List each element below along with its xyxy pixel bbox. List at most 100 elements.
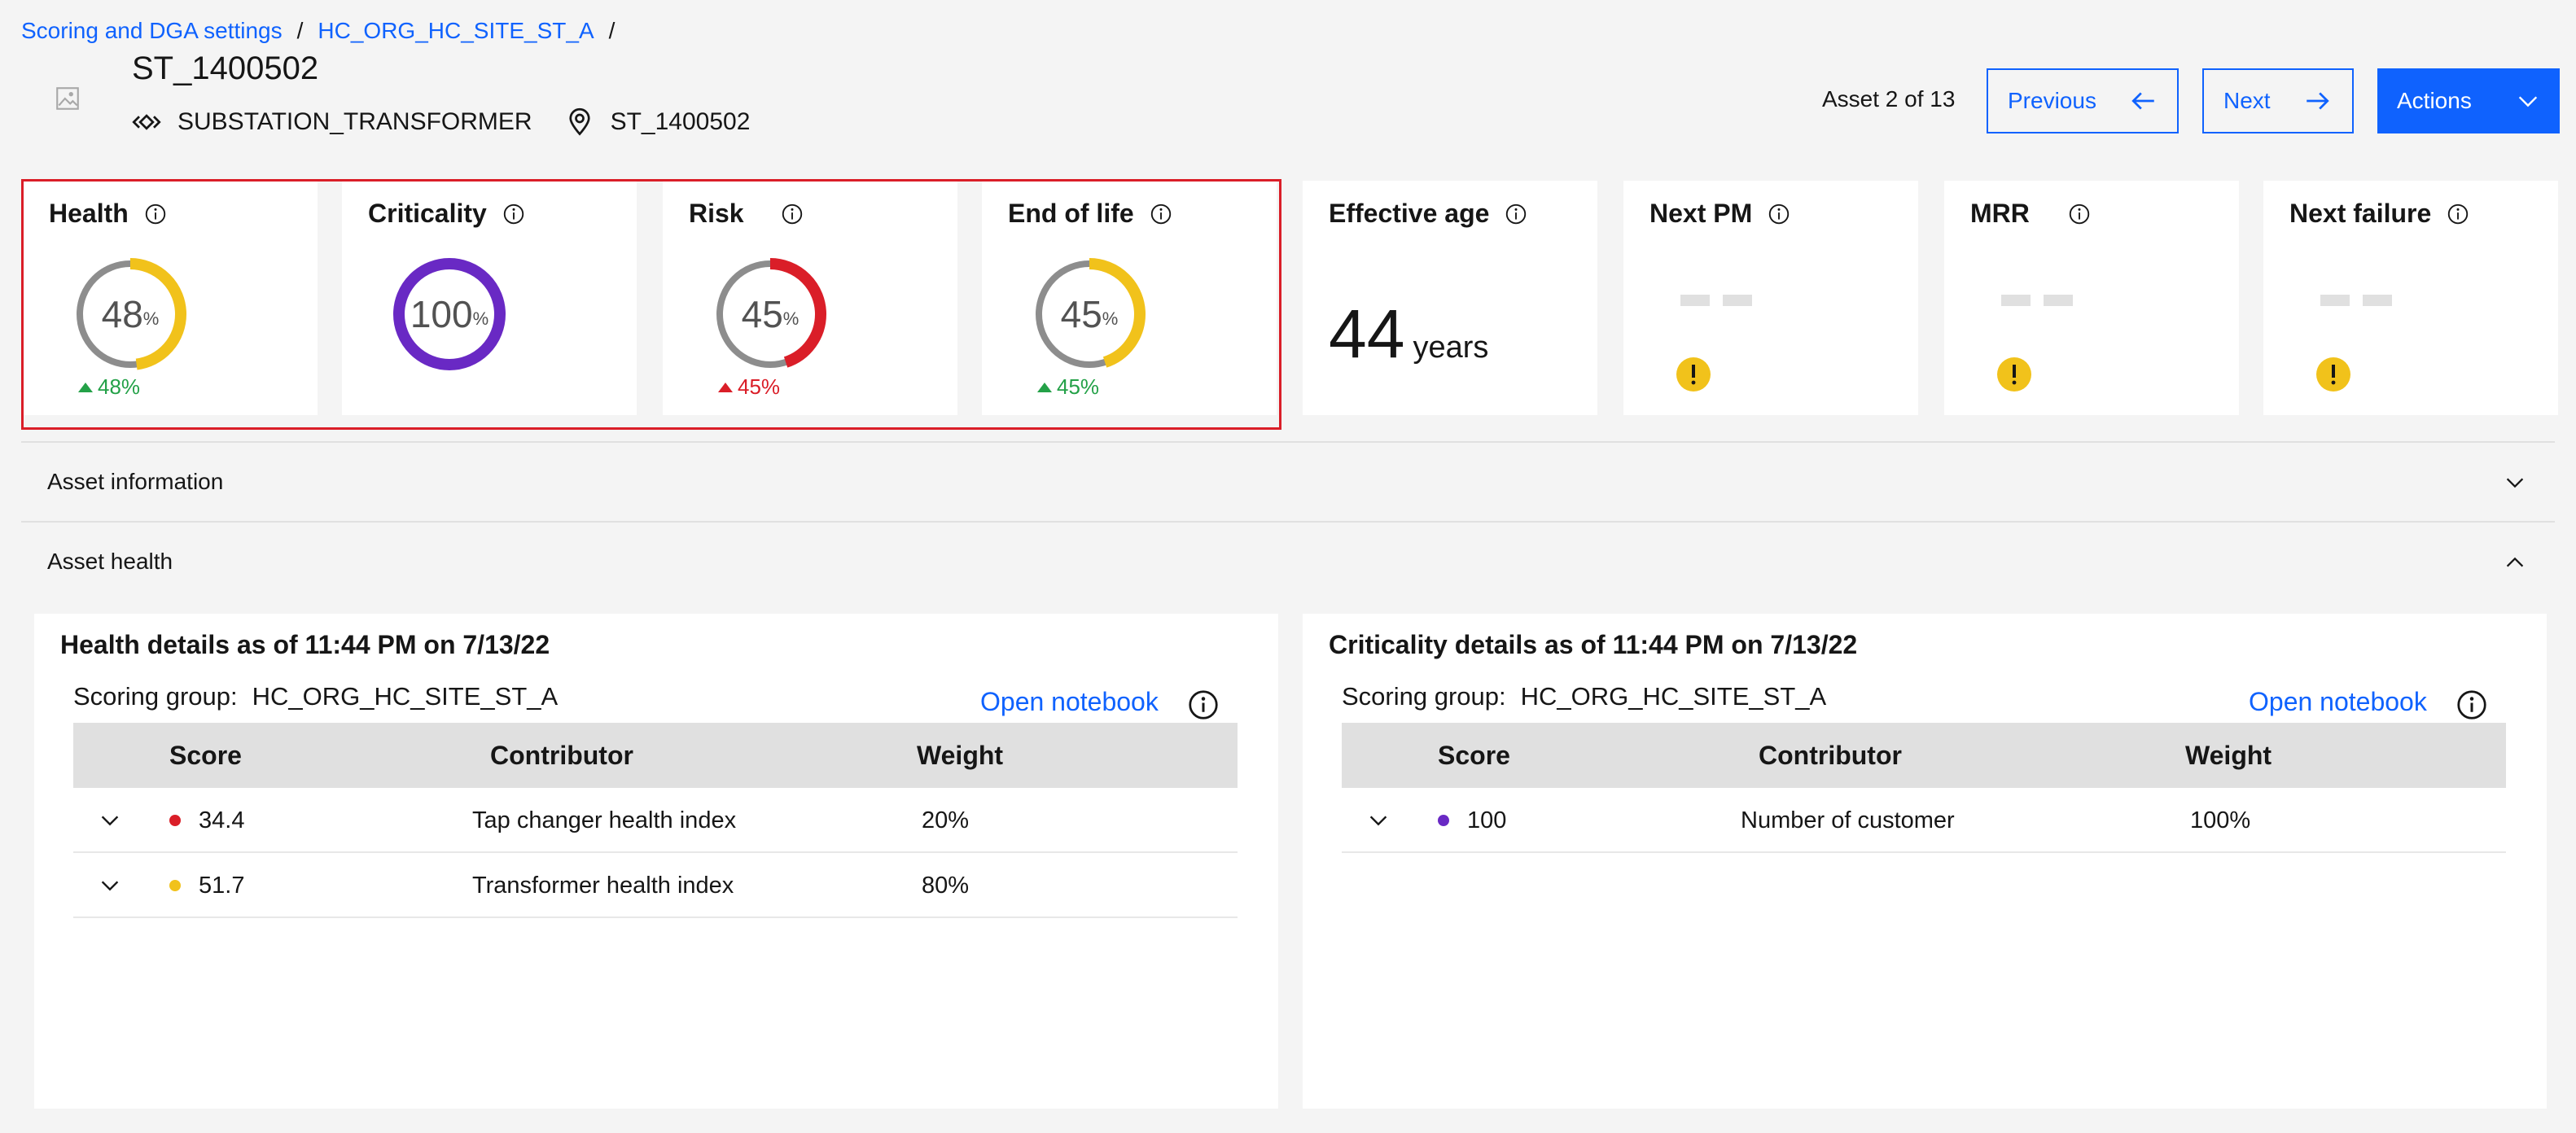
asset-meta: SUBSTATION_TRANSFORMER ST_1400502 bbox=[132, 107, 750, 137]
metric-card-end-of-life: End of life 45% 45% bbox=[982, 181, 1277, 415]
info-icon[interactable] bbox=[2067, 202, 2092, 226]
expand-row-button[interactable] bbox=[1366, 788, 1399, 853]
panel-title: Health details as of 11:44 PM on 7/13/22 bbox=[60, 630, 550, 659]
health-table: Score Contributor Weight 34.4 Tap change… bbox=[73, 723, 1238, 918]
chevron-down-icon bbox=[1369, 816, 1387, 826]
breadcrumb-separator: / bbox=[608, 18, 616, 43]
info-icon[interactable] bbox=[143, 202, 168, 226]
info-icon[interactable] bbox=[2446, 202, 2470, 226]
table-row: 51.7 Transformer health index 80% bbox=[73, 853, 1238, 918]
open-notebook-link[interactable]: Open notebook bbox=[980, 687, 1159, 716]
breadcrumb-link-scoring[interactable]: Scoring and DGA settings bbox=[21, 18, 283, 43]
image-placeholder-icon bbox=[56, 87, 79, 110]
chevron-down-icon bbox=[101, 881, 119, 891]
trend-up-icon bbox=[1037, 382, 1052, 392]
scoring-group: Scoring group: HC_ORG_HC_SITE_ST_A bbox=[1342, 682, 1826, 711]
asset-type-icon bbox=[132, 114, 161, 130]
next-label: Next bbox=[2223, 88, 2271, 113]
end-of-life-trend: 45% bbox=[1037, 374, 1099, 400]
score-cell: 34.4 bbox=[169, 788, 244, 853]
score-cell: 51.7 bbox=[169, 853, 244, 918]
criticality-donut bbox=[393, 258, 506, 370]
criticality-value: 100% bbox=[410, 293, 489, 335]
previous-label: Previous bbox=[2008, 88, 2096, 113]
table-row: 100 Number of customer 100% bbox=[1342, 788, 2506, 853]
info-icon[interactable] bbox=[1767, 202, 1791, 226]
breadcrumb: Scoring and DGA settings / HC_ORG_HC_SIT… bbox=[21, 18, 615, 44]
weight-cell: 20% bbox=[922, 807, 970, 833]
column-header-weight[interactable]: Weight bbox=[2185, 740, 2272, 770]
info-icon[interactable] bbox=[502, 202, 526, 226]
trend-up-icon bbox=[718, 382, 733, 392]
arrow-left-icon bbox=[2131, 92, 2154, 110]
health-details-panel: Health details as of 11:44 PM on 7/13/22… bbox=[34, 614, 1278, 1109]
accordion-asset-information[interactable]: Asset information bbox=[21, 441, 2555, 519]
metric-card-next-pm: Next PM bbox=[1623, 181, 1918, 415]
metric-title: End of life bbox=[1008, 199, 1134, 228]
metric-card-effective-age: Effective age 44 years bbox=[1303, 181, 1597, 415]
column-header-score[interactable]: Score bbox=[169, 740, 242, 770]
contributor-cell: Tap changer health index bbox=[472, 807, 737, 833]
effective-age-value: 44 years bbox=[1329, 295, 1489, 372]
metric-title: Health bbox=[49, 199, 129, 228]
weight-cell: 100% bbox=[2190, 807, 2251, 833]
highlight-frame bbox=[21, 179, 1281, 430]
previous-button[interactable]: Previous bbox=[1987, 68, 2179, 133]
accordion-asset-health[interactable]: Asset health bbox=[21, 521, 2555, 599]
empty-value-placeholder bbox=[2320, 295, 2392, 306]
open-notebook-link[interactable]: Open notebook bbox=[2249, 687, 2427, 716]
info-icon[interactable] bbox=[2456, 689, 2488, 721]
end-of-life-donut bbox=[1033, 258, 1146, 370]
location-icon bbox=[568, 107, 590, 136]
column-header-contributor[interactable]: Contributor bbox=[490, 740, 633, 770]
column-header-weight[interactable]: Weight bbox=[917, 740, 1004, 770]
info-icon[interactable] bbox=[1504, 202, 1528, 226]
expand-row-button[interactable] bbox=[98, 853, 130, 918]
column-header-score[interactable]: Score bbox=[1438, 740, 1510, 770]
chevron-down-icon bbox=[101, 816, 119, 826]
risk-value: 45% bbox=[741, 293, 800, 335]
metric-title: MRR bbox=[1970, 199, 2030, 228]
info-icon[interactable] bbox=[780, 202, 804, 226]
score-cell: 100 bbox=[1438, 788, 1506, 853]
column-header-contributor[interactable]: Contributor bbox=[1759, 740, 1902, 770]
info-icon[interactable] bbox=[1187, 689, 1220, 721]
warning-icon bbox=[2316, 357, 2350, 392]
scoring-group-label: Scoring group: bbox=[73, 682, 238, 711]
warning-icon bbox=[1997, 357, 2031, 392]
chevron-up-icon bbox=[2506, 557, 2524, 567]
health-trend: 48% bbox=[78, 374, 140, 400]
weight-cell: 80% bbox=[922, 872, 970, 899]
actions-button[interactable]: Actions bbox=[2377, 68, 2560, 133]
metric-title: Next failure bbox=[2289, 199, 2432, 228]
empty-value-placeholder bbox=[2001, 295, 2073, 306]
scoring-group-value: HC_ORG_HC_SITE_ST_A bbox=[1520, 682, 1827, 711]
expand-row-button[interactable] bbox=[98, 788, 130, 853]
status-dot bbox=[169, 815, 181, 826]
asset-location: ST_1400502 bbox=[610, 108, 751, 135]
warning-icon bbox=[1676, 357, 1711, 392]
metric-title: Criticality bbox=[368, 199, 487, 228]
scoring-group: Scoring group: HC_ORG_HC_SITE_ST_A bbox=[73, 682, 558, 711]
panel-title: Criticality details as of 11:44 PM on 7/… bbox=[1329, 630, 1858, 659]
health-value: 48% bbox=[101, 293, 160, 335]
contributor-cell: Transformer health index bbox=[472, 872, 734, 899]
table-header: Score Contributor Weight bbox=[1342, 723, 2506, 788]
breadcrumb-separator: / bbox=[296, 18, 304, 43]
metric-title: Effective age bbox=[1329, 199, 1490, 228]
criticality-details-panel: Criticality details as of 11:44 PM on 7/… bbox=[1303, 614, 2547, 1109]
table-header: Score Contributor Weight bbox=[73, 723, 1238, 788]
risk-donut bbox=[714, 258, 826, 370]
next-button[interactable]: Next bbox=[2202, 68, 2354, 133]
accordion-title: Asset information bbox=[47, 469, 224, 494]
trend-up-icon bbox=[78, 382, 93, 392]
health-donut bbox=[74, 258, 186, 370]
scoring-group-value: HC_ORG_HC_SITE_ST_A bbox=[252, 682, 559, 711]
info-icon[interactable] bbox=[1149, 202, 1173, 226]
metric-card-health: Health 48% 48% bbox=[23, 181, 318, 415]
metric-card-criticality: Criticality 100% bbox=[342, 181, 637, 415]
status-dot bbox=[1438, 815, 1449, 826]
asset-title: ST_1400502 bbox=[132, 50, 319, 86]
status-dot bbox=[169, 880, 181, 891]
breadcrumb-link-site[interactable]: HC_ORG_HC_SITE_ST_A bbox=[318, 18, 594, 43]
